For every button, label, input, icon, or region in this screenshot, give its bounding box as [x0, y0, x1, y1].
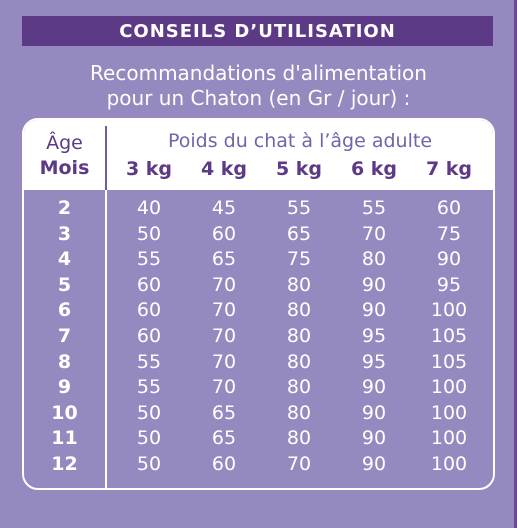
- value-cell: 55: [136, 248, 162, 271]
- table-row: 12 50 60 70 90 100: [24, 451, 493, 477]
- value-cell: 90: [361, 299, 387, 322]
- value-cell: 60: [436, 197, 462, 219]
- age-cell: 4: [57, 248, 72, 271]
- value-cell: 80: [286, 401, 312, 424]
- table-row: 8 55 70 80 95 105: [24, 349, 493, 375]
- value-cell: 60: [136, 273, 162, 296]
- section-title: CONSEILS D’UTILISATION: [119, 20, 396, 42]
- value-cell: 50: [136, 427, 162, 450]
- value-cell: 60: [211, 222, 237, 245]
- table-row: 4 55 65 75 80 90: [24, 246, 493, 272]
- value-cell: 70: [211, 273, 237, 296]
- column-divider-body: [105, 190, 107, 488]
- value-cell: 65: [211, 401, 237, 424]
- value-cell: 80: [286, 350, 312, 373]
- value-cell: 70: [211, 325, 237, 347]
- weight-header-5kg: 5 kg: [275, 158, 323, 180]
- value-cell: 80: [286, 273, 312, 296]
- value-cell: 80: [361, 248, 387, 271]
- value-cell: 100: [430, 376, 468, 399]
- age-cell: 5: [57, 273, 72, 296]
- table-row: 6 60 70 80 90 100: [24, 297, 493, 323]
- value-cell: 95: [436, 273, 462, 296]
- value-cell: 80: [286, 376, 312, 399]
- age-cell: 8: [57, 350, 72, 373]
- value-cell: 60: [136, 299, 162, 322]
- value-cell: 55: [361, 197, 387, 219]
- value-cell: 65: [211, 427, 237, 450]
- weights-header-title: Poids du chat à l’âge adulte: [167, 130, 433, 152]
- weight-header-7kg: 7 kg: [425, 158, 473, 180]
- value-cell: 90: [361, 376, 387, 399]
- value-cell: 100: [430, 299, 468, 322]
- value-cell: 90: [361, 427, 387, 450]
- table-row: 10 50 65 80 90 100: [24, 400, 493, 426]
- table-row: 2 40 45 55 55 60: [24, 195, 493, 221]
- value-cell: 80: [286, 427, 312, 450]
- age-cell: 6: [57, 299, 72, 322]
- value-cell: 70: [211, 350, 237, 373]
- value-cell: 95: [361, 350, 387, 373]
- subtitle-line-2: pour un Chaton (en Gr / jour) :: [106, 86, 411, 110]
- value-cell: 65: [286, 222, 312, 245]
- table-row: 3 50 60 65 70 75: [24, 221, 493, 247]
- value-cell: 55: [286, 197, 312, 219]
- value-cell: 90: [361, 401, 387, 424]
- value-cell: 90: [361, 273, 387, 296]
- value-cell: 55: [136, 350, 162, 373]
- value-cell: 45: [211, 197, 237, 219]
- value-cell: 80: [286, 299, 312, 322]
- value-cell: 50: [136, 401, 162, 424]
- weight-header-3kg: 3 kg: [125, 158, 173, 180]
- table-row: 11 50 65 80 90 100: [24, 425, 493, 451]
- table-row: 7 60 70 80 95 105: [24, 323, 493, 349]
- age-cell: 2: [57, 197, 72, 219]
- value-cell: 105: [430, 325, 468, 347]
- weight-header-4kg: 4 kg: [200, 158, 248, 180]
- value-cell: 70: [211, 299, 237, 322]
- months-header-label: Mois: [39, 157, 90, 179]
- value-cell: 105: [430, 350, 468, 373]
- value-cell: 100: [430, 401, 468, 424]
- age-cell: 12: [51, 453, 78, 475]
- value-cell: 90: [361, 453, 387, 475]
- age-header-label: Âge: [46, 132, 83, 154]
- value-cell: 60: [136, 325, 162, 347]
- value-cell: 100: [430, 427, 468, 450]
- age-cell: 10: [51, 401, 78, 424]
- value-cell: 60: [211, 453, 237, 475]
- table-row: 9 55 70 80 90 100: [24, 374, 493, 400]
- right-edge-accent: [514, 0, 517, 528]
- value-cell: 80: [286, 325, 312, 347]
- value-cell: 100: [430, 453, 468, 475]
- value-cell: 55: [136, 376, 162, 399]
- table-header: Âge Mois Poids du chat à l’âge adulte 3 …: [24, 120, 493, 190]
- table-row: 5 60 70 80 90 95: [24, 272, 493, 298]
- feeding-table: Âge Mois Poids du chat à l’âge adulte 3 …: [22, 118, 495, 490]
- value-cell: 70: [361, 222, 387, 245]
- value-cell: 70: [211, 376, 237, 399]
- value-cell: 90: [436, 248, 462, 271]
- value-cell: 50: [136, 453, 162, 475]
- value-cell: 40: [136, 197, 162, 219]
- subtitle-line-1: Recommandations d'alimentation: [90, 61, 427, 85]
- value-cell: 65: [211, 248, 237, 271]
- value-cell: 75: [436, 222, 462, 245]
- value-cell: 70: [286, 453, 312, 475]
- value-cell: 75: [286, 248, 312, 271]
- weight-header-6kg: 6 kg: [350, 158, 398, 180]
- age-cell: 11: [51, 427, 78, 450]
- value-cell: 95: [361, 325, 387, 347]
- age-cell: 7: [57, 325, 72, 347]
- age-cell: 3: [57, 222, 72, 245]
- value-cell: 50: [136, 222, 162, 245]
- age-cell: 9: [57, 376, 72, 399]
- section-header-bar: CONSEILS D’UTILISATION: [22, 16, 493, 46]
